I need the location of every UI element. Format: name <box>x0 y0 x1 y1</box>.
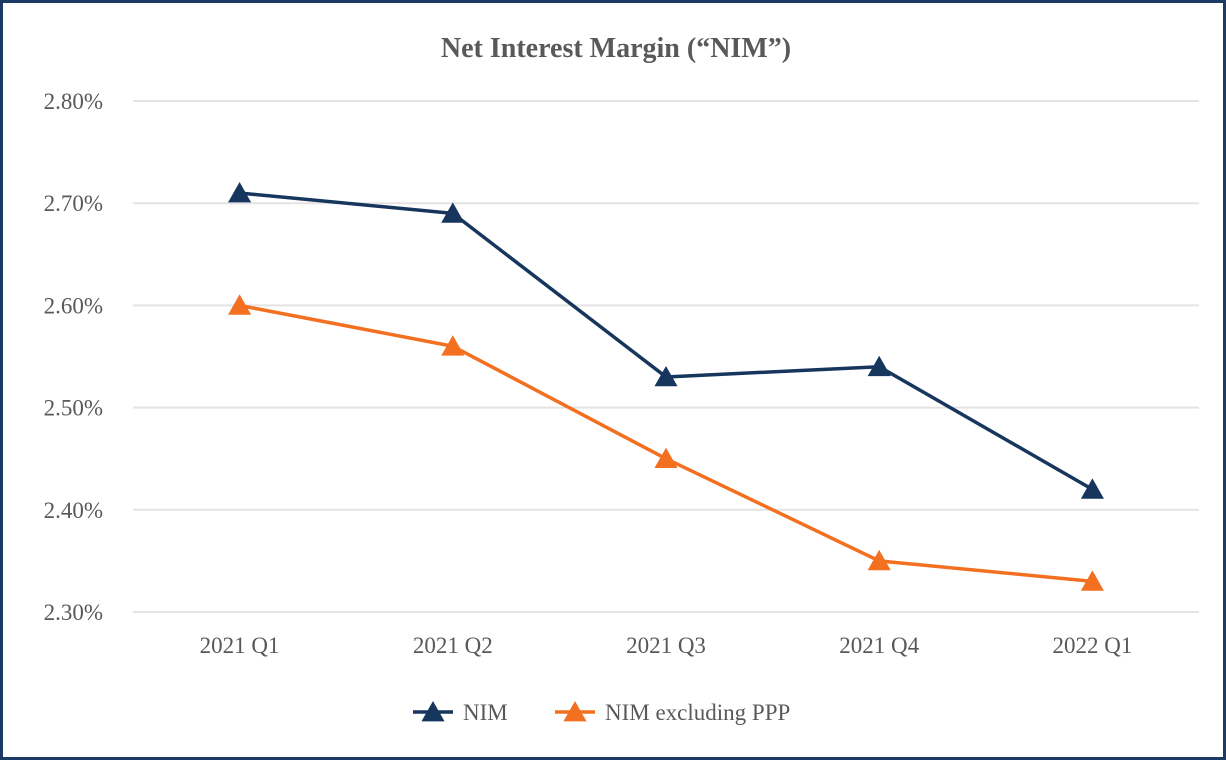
data-point-marker <box>228 181 252 203</box>
data-point-marker <box>867 549 891 571</box>
series-line <box>239 303 1093 584</box>
data-point-marker <box>441 202 465 223</box>
series-layer <box>228 181 1104 591</box>
series-0 <box>228 181 1104 499</box>
legend-label: NIM excluding PPP <box>605 700 790 725</box>
nim-line-chart: Net Interest Margin (“NIM”) 2.30%2.40%2.… <box>44 33 1199 725</box>
data-point-marker <box>1080 570 1104 591</box>
legend-marker <box>421 701 445 722</box>
y-tick-label: 2.60% <box>44 293 103 318</box>
legend-label: NIM <box>463 700 508 725</box>
chart-title: Net Interest Margin (“NIM”) <box>441 33 791 64</box>
legend-marker <box>563 701 587 722</box>
series-line <box>239 191 1094 491</box>
y-tick-label: 2.70% <box>44 191 103 216</box>
x-tick-label: 2021 Q2 <box>413 633 493 658</box>
y-tick-label: 2.50% <box>44 396 103 421</box>
series-1 <box>228 294 1104 591</box>
x-tick-label: 2021 Q3 <box>626 633 706 658</box>
y-tick-label: 2.30% <box>44 600 103 625</box>
data-point-marker <box>228 294 252 315</box>
data-point-marker <box>654 447 678 469</box>
y-axis-ticks: 2.30% 2.40% 2.50% 2.60% 2.70% 2.80% <box>44 89 103 625</box>
gridlines <box>133 100 1199 613</box>
x-tick-label: 2022 Q1 <box>1052 633 1132 658</box>
x-axis-ticks: 2021 Q1 2021 Q2 2021 Q3 2021 Q4 2022 Q1 <box>200 633 1133 658</box>
data-point-marker <box>867 355 891 377</box>
x-tick-label: 2021 Q4 <box>839 633 919 658</box>
x-tick-label: 2021 Q1 <box>200 633 280 658</box>
y-tick-label: 2.40% <box>44 498 103 523</box>
data-point-marker <box>1080 478 1104 499</box>
legend: NIM NIM excluding PPP <box>413 700 790 725</box>
data-point-marker <box>441 335 465 356</box>
y-tick-label: 2.80% <box>44 89 103 114</box>
data-point-marker <box>654 365 678 387</box>
